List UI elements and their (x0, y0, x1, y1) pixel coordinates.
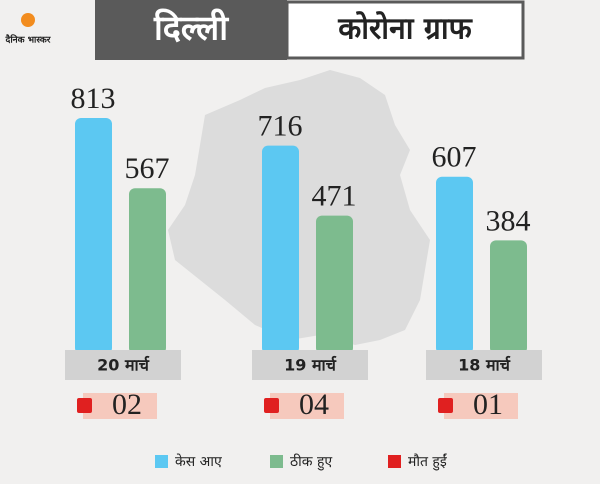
bar (316, 215, 353, 354)
bar (129, 188, 166, 354)
value-label: 813 (71, 82, 116, 115)
chart-title: दिल्ली (153, 8, 229, 49)
death-box (444, 393, 518, 419)
logo-sun (21, 13, 35, 27)
title-box (95, 0, 287, 60)
chart-subtitle: कोरोना ग्राफ (337, 11, 473, 47)
bar (75, 118, 112, 354)
death-label: 01 (473, 388, 503, 421)
legend-label: ठीक हुए (290, 453, 332, 471)
category-label: 19 मार्च (284, 356, 337, 375)
value-label: 471 (312, 179, 357, 212)
subtitle-box (285, 0, 525, 60)
category-box (65, 350, 181, 380)
value-label: 384 (486, 204, 531, 237)
value-label: 716 (258, 110, 303, 143)
category-box (252, 350, 368, 380)
bar (490, 240, 527, 354)
death-mark (264, 398, 279, 413)
death-box (83, 393, 157, 419)
bar (436, 176, 473, 354)
death-label: 04 (299, 388, 329, 421)
legend-label: मौत हुईं (408, 453, 448, 471)
category-label: 20 मार्च (97, 356, 150, 375)
value-label: 607 (432, 141, 477, 174)
death-label: 02 (112, 388, 142, 421)
legend-label: केस आए (175, 453, 222, 470)
legend-swatch (388, 455, 401, 468)
death-mark (77, 398, 92, 413)
death-mark (438, 398, 453, 413)
bar (262, 145, 299, 354)
logo-text: दैनिक भास्कर (5, 34, 51, 46)
legend-swatch (270, 455, 283, 468)
value-label: 567 (125, 152, 170, 185)
category-label: 18 मार्च (458, 356, 511, 375)
category-box (426, 350, 542, 380)
death-box (270, 393, 344, 419)
legend-swatch (155, 455, 168, 468)
